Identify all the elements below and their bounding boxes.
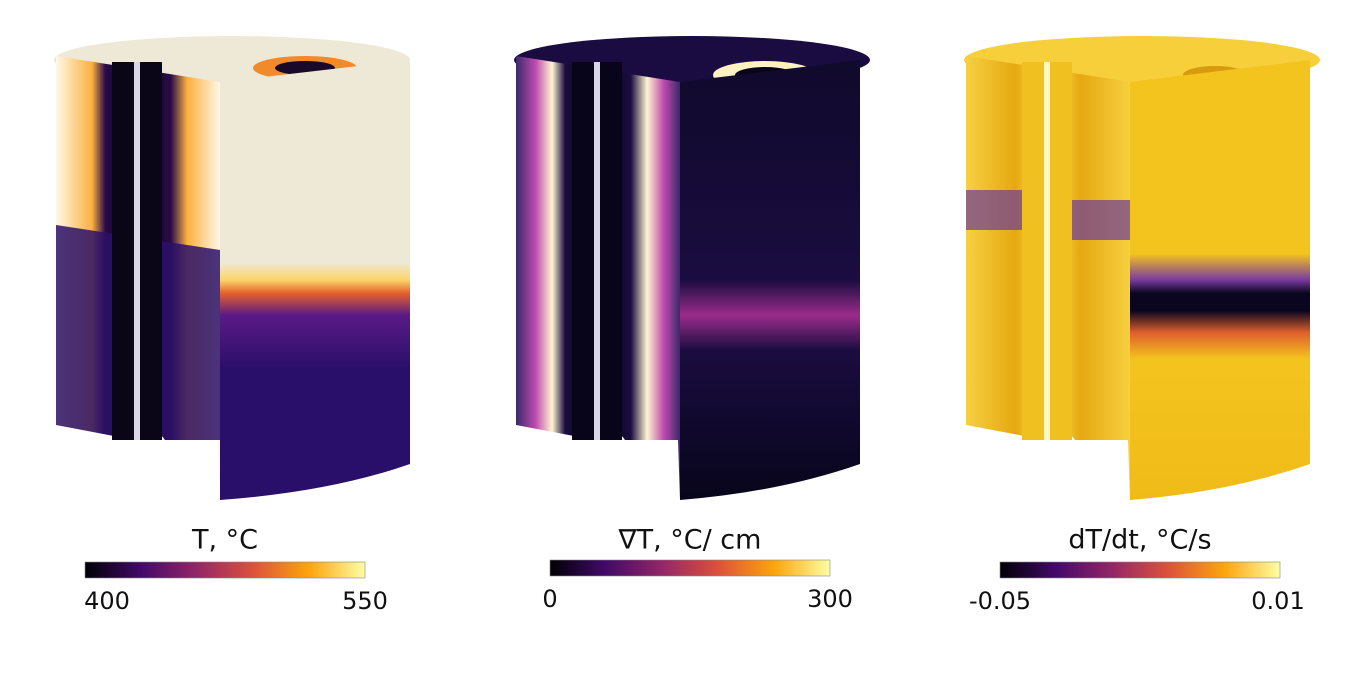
cut-face-band [966,190,1022,230]
panel [514,36,870,500]
colorbar: dT/dt, °C/s -0.05 0.01 [969,525,1305,616]
cylinder-side [220,60,410,500]
cut-face-band [1072,200,1130,240]
colorbar-gradient [999,561,1281,579]
colorbar-max: 0.01 [1251,587,1304,615]
panel [54,36,410,500]
colorbar-max: 300 [807,585,853,613]
colorbar-gradient [84,561,366,579]
colorbar-max: 550 [342,587,388,615]
colorbar-gradient [549,559,831,577]
colorbar-label: dT/dt, °C/s [1068,525,1211,556]
colorbar-min: 0 [542,585,557,613]
channel-highlight [134,62,140,440]
cylinder-side [1130,60,1310,500]
colorbar: ∇T, °C/ cm 0 300 [542,525,853,614]
colorbar: T, °C 400 550 [84,525,388,616]
cylinder-side [680,60,860,500]
colorbar-min: -0.05 [969,587,1031,615]
colorbar-min: 400 [84,587,130,615]
colorbar-label: T, °C [191,525,258,556]
channel-highlight [594,62,600,440]
channel-highlight [1044,62,1050,440]
panel [964,36,1320,500]
colorbar-label: ∇T, °C/ cm [618,525,762,556]
